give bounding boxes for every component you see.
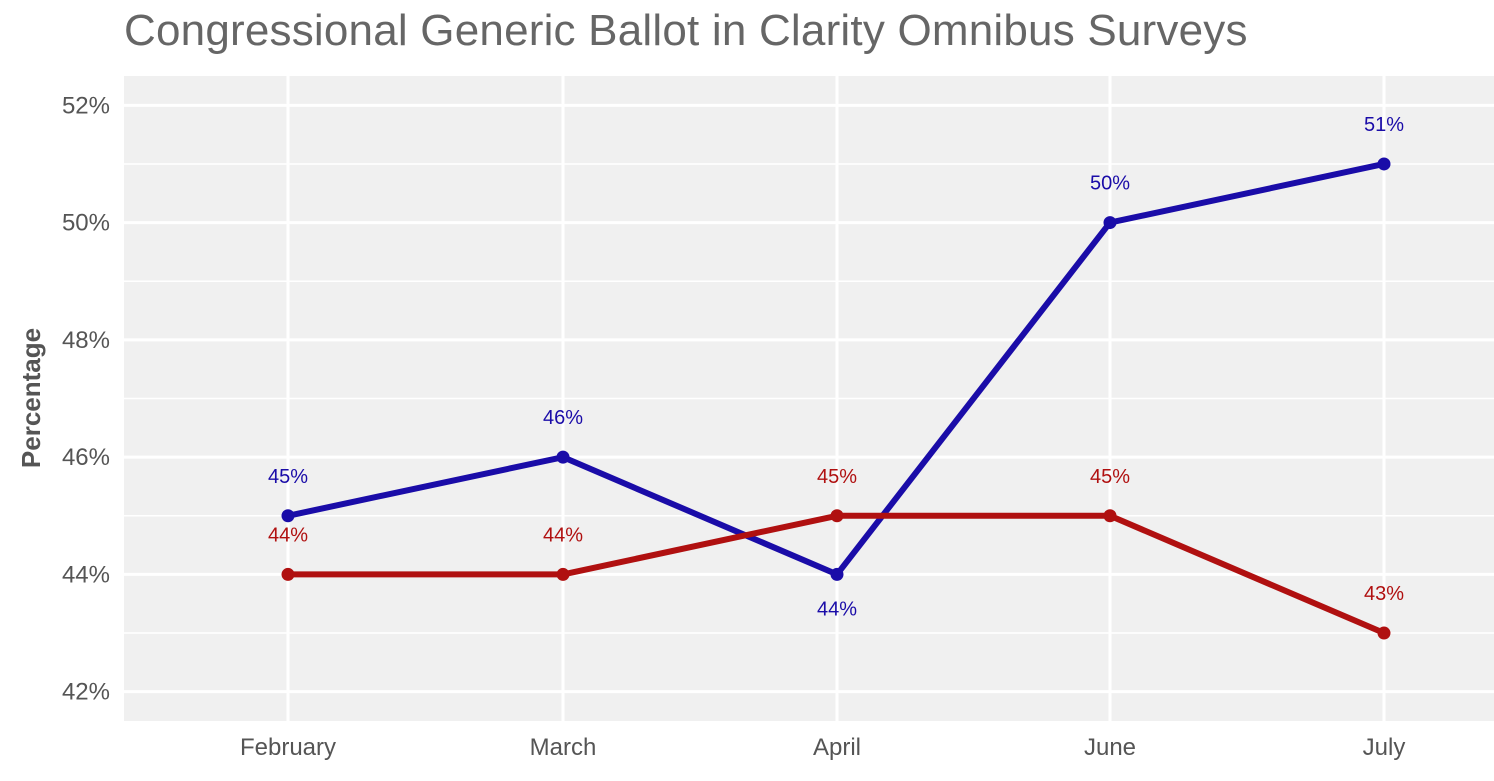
data-point-1 [830, 567, 844, 581]
data-label-2: 44% [543, 524, 583, 546]
x-tick-label: April [813, 734, 861, 761]
data-point-2 [1377, 626, 1391, 640]
data-point-1 [1103, 216, 1117, 230]
y-tick-label: 48% [62, 327, 110, 354]
data-label-1: 51% [1364, 114, 1404, 136]
y-axis-title: Percentage [16, 328, 46, 468]
y-tick-label: 50% [62, 210, 110, 237]
x-tick-label: March [530, 734, 597, 761]
data-label-1: 46% [543, 407, 583, 429]
x-tick-label: February [240, 734, 336, 761]
data-label-1: 44% [817, 598, 857, 620]
data-label-1: 50% [1090, 173, 1130, 195]
data-label-2: 45% [1090, 466, 1130, 488]
series-layer: 45% 46% 44% 50% 51% 44% 44% 45% 45% 43% [268, 114, 1404, 640]
chart-title: Congressional Generic Ballot in Clarity … [124, 6, 1248, 55]
data-label-2: 45% [817, 466, 857, 488]
y-tick-label: 44% [62, 561, 110, 588]
x-tick-label: June [1084, 734, 1136, 761]
data-label-2: 43% [1364, 583, 1404, 605]
y-tick-label: 52% [62, 92, 110, 119]
data-label-2: 44% [268, 524, 308, 546]
x-axis-ticks: February March April June July [240, 734, 1405, 761]
data-point-2 [556, 567, 570, 581]
x-tick-label: July [1363, 734, 1406, 761]
grid-minor [124, 163, 1494, 634]
data-label-1: 45% [268, 466, 308, 488]
data-point-2 [830, 509, 844, 523]
data-point-2 [1103, 509, 1117, 523]
data-point-1 [556, 450, 570, 464]
y-tick-label: 46% [62, 444, 110, 471]
data-point-2 [281, 567, 295, 581]
y-axis-ticks: 42% 44% 46% 48% 50% 52% [62, 92, 110, 705]
data-point-1 [1377, 157, 1391, 171]
data-point-1 [281, 509, 295, 523]
y-tick-label: 42% [62, 679, 110, 706]
grid-major [124, 76, 1494, 721]
